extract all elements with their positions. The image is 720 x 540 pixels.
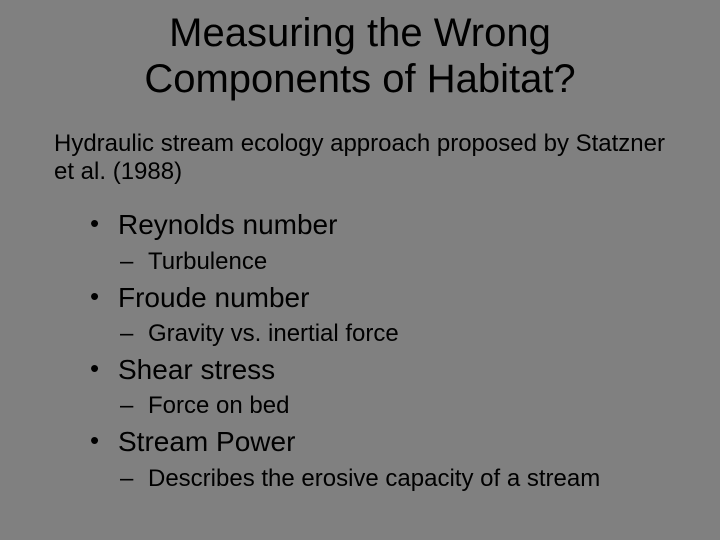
sub-item: Force on bed bbox=[120, 391, 670, 421]
bullet-item: Reynolds number bbox=[90, 207, 670, 243]
slide-title: Measuring the Wrong Components of Habita… bbox=[50, 10, 670, 102]
sub-item: Turbulence bbox=[120, 247, 670, 277]
intro-paragraph: Hydraulic stream ecology approach propos… bbox=[50, 130, 670, 185]
bullet-item: Stream Power bbox=[90, 424, 670, 460]
bullet-item: Froude number bbox=[90, 280, 670, 316]
bullet-list: Reynolds number Turbulence Froude number… bbox=[50, 207, 670, 494]
sub-item: Gravity vs. inertial force bbox=[120, 319, 670, 349]
sub-item: Describes the erosive capacity of a stre… bbox=[120, 464, 670, 494]
bullet-item: Shear stress bbox=[90, 352, 670, 388]
slide: Measuring the Wrong Components of Habita… bbox=[0, 0, 720, 540]
